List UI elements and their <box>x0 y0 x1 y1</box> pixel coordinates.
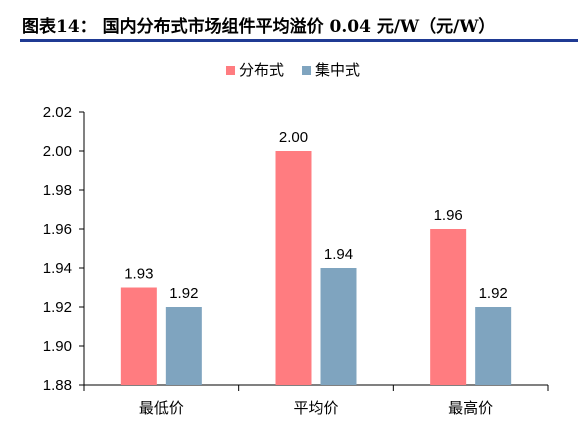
legend-label: 集中式 <box>315 62 360 79</box>
x-tick-label: 最高价 <box>448 400 493 417</box>
y-tick-label: 1.88 <box>43 377 72 394</box>
y-tick-label: 2.02 <box>43 104 72 121</box>
legend-label: 分布式 <box>239 62 284 79</box>
x-tick-label: 最低价 <box>139 400 184 417</box>
y-axis: 1.88 1.90 1.92 1.94 1.96 1.98 2.00 2.02 <box>43 104 85 394</box>
bar-distributed <box>430 229 467 385</box>
y-tick-label: 2.00 <box>43 143 72 160</box>
y-tick-label: 1.96 <box>43 221 72 238</box>
y-tick-label: 1.98 <box>43 182 72 199</box>
data-label: 1.93 <box>124 266 153 283</box>
bar-centralized <box>165 307 202 385</box>
y-tick-label: 1.94 <box>43 260 72 277</box>
y-tick-label: 1.90 <box>43 338 72 355</box>
data-label: 1.96 <box>434 207 463 224</box>
bar-distributed <box>120 287 157 385</box>
bar-centralized <box>320 268 357 385</box>
y-tick-label: 1.92 <box>43 299 72 316</box>
x-axis: 最低价 平均价 最高价 <box>83 384 549 417</box>
figure-header: 图表14： 国内分布式市场组件平均溢价 0.04 元/W（元/W） <box>0 0 580 42</box>
bars <box>120 151 512 385</box>
data-label: 1.92 <box>169 285 198 302</box>
legend: 分布式 集中式 <box>226 62 360 79</box>
bar-centralized <box>475 307 512 385</box>
figure-title: 图表14： 国内分布式市场组件平均溢价 0.04 元/W（元/W） <box>22 17 496 37</box>
data-label: 1.94 <box>324 246 353 263</box>
legend-swatch <box>302 66 312 75</box>
title-rule <box>20 39 578 42</box>
data-label: 2.00 <box>279 129 308 146</box>
data-label: 1.92 <box>479 285 508 302</box>
x-tick-label: 平均价 <box>293 400 338 417</box>
data-labels: 1.93 2.00 1.96 1.92 1.94 1.92 <box>124 129 508 302</box>
legend-swatch <box>226 66 235 75</box>
bar-distributed <box>275 151 312 385</box>
